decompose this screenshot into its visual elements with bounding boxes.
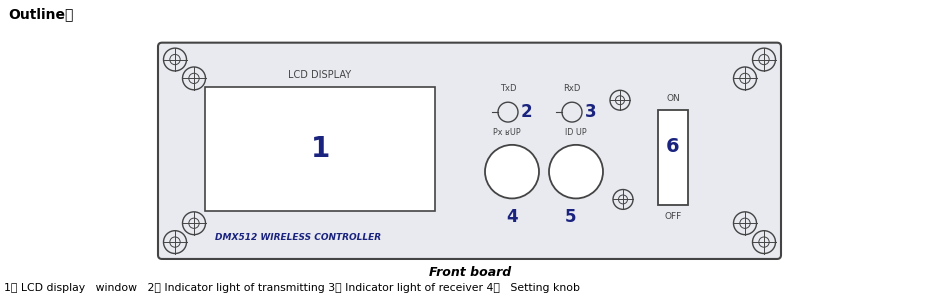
Text: 3: 3	[585, 103, 596, 121]
Text: LCD DISPLAY: LCD DISPLAY	[288, 71, 352, 80]
Text: ID UP: ID UP	[565, 128, 587, 137]
Text: 4: 4	[506, 208, 517, 226]
FancyBboxPatch shape	[158, 43, 781, 259]
Text: 6: 6	[667, 137, 680, 156]
Text: 2: 2	[521, 103, 533, 121]
Bar	[658, 110, 688, 205]
Text: TxD: TxD	[499, 84, 516, 93]
Text: 1: 1	[310, 135, 330, 163]
Text: ON: ON	[666, 94, 680, 103]
Circle shape	[549, 145, 603, 199]
Bar	[205, 87, 435, 211]
Text: RxD: RxD	[563, 84, 581, 93]
Text: 5: 5	[565, 208, 576, 226]
Text: Front board: Front board	[429, 266, 511, 279]
Text: 1： LCD display   window   2： Indicator light of transmitting 3： Indicator light : 1： LCD display window 2： Indicator light…	[4, 283, 580, 293]
Text: Px ʁUP: Px ʁUP	[494, 128, 521, 137]
Text: Outline：: Outline：	[8, 7, 73, 21]
Text: DMX512 WIRELESS CONTROLLER: DMX512 WIRELESS CONTROLLER	[215, 233, 381, 242]
Circle shape	[485, 145, 539, 199]
Text: OFF: OFF	[665, 212, 682, 221]
